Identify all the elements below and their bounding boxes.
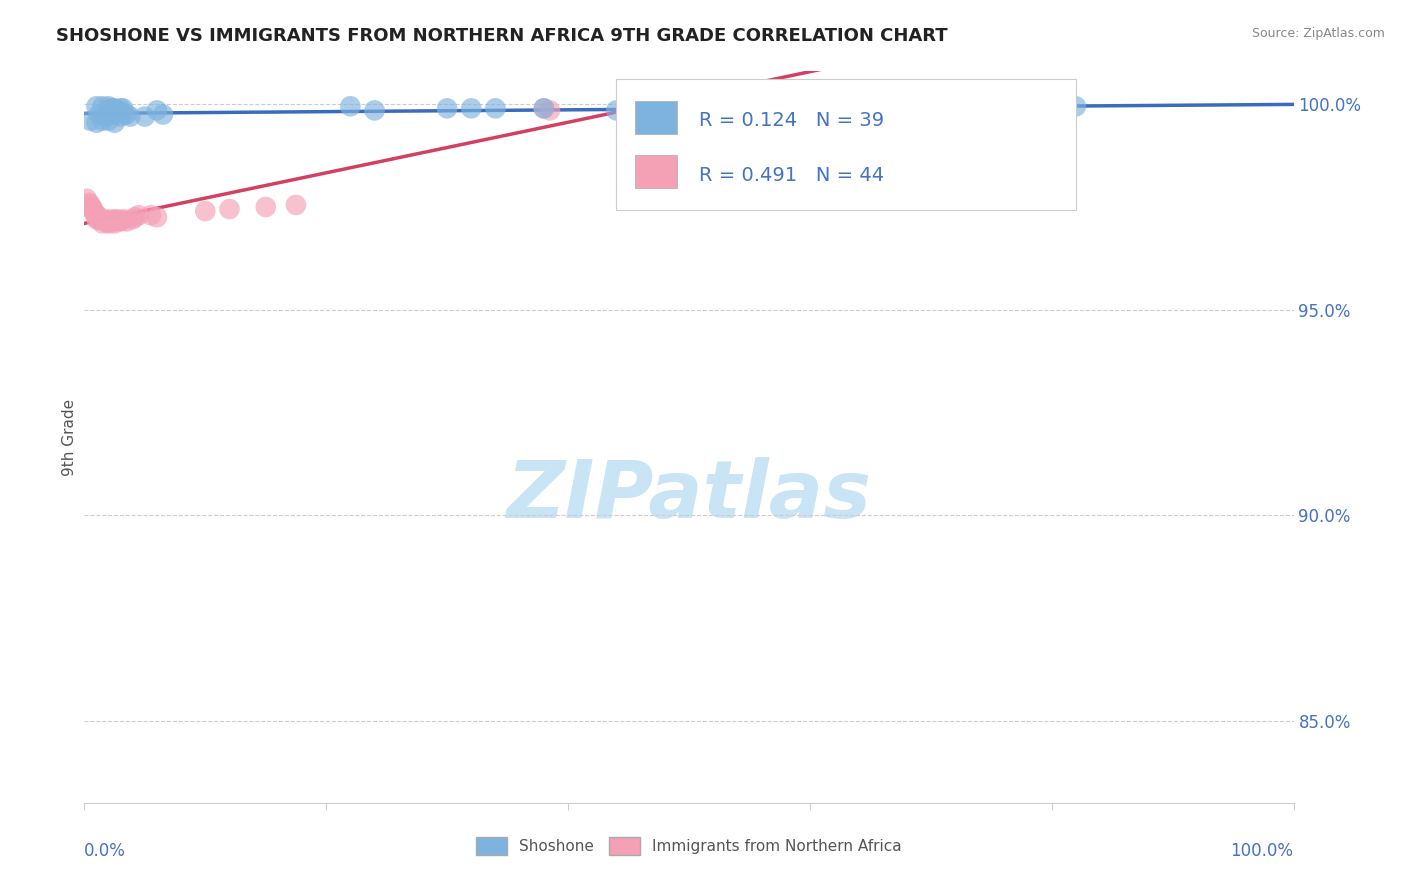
Point <box>146 211 169 225</box>
Point <box>86 209 108 223</box>
Point <box>97 99 120 113</box>
Point <box>86 211 108 225</box>
Point <box>103 105 125 120</box>
Point <box>932 101 955 115</box>
Point <box>339 99 361 113</box>
Point <box>786 103 808 118</box>
Point <box>87 212 110 227</box>
Point <box>460 101 482 115</box>
Point <box>105 103 128 118</box>
Point <box>134 110 156 124</box>
Text: R = 0.124   N = 39: R = 0.124 N = 39 <box>699 111 884 130</box>
Point <box>110 110 132 124</box>
Point <box>533 101 555 115</box>
Point <box>100 101 122 115</box>
Point <box>605 103 627 118</box>
Point <box>623 101 645 115</box>
Point <box>146 103 169 118</box>
Point <box>533 101 555 115</box>
Point <box>124 211 146 225</box>
Point <box>1064 99 1087 113</box>
Point <box>107 213 129 227</box>
Point <box>100 213 122 227</box>
Point <box>104 107 127 121</box>
Point <box>79 198 101 212</box>
Point <box>104 101 127 115</box>
Point <box>484 101 506 115</box>
Point <box>120 110 142 124</box>
Point <box>104 216 127 230</box>
Point <box>82 204 104 219</box>
Legend: Shoshone, Immigrants from Northern Africa: Shoshone, Immigrants from Northern Afric… <box>470 831 908 861</box>
Text: SHOSHONE VS IMMIGRANTS FROM NORTHERN AFRICA 9TH GRADE CORRELATION CHART: SHOSHONE VS IMMIGRANTS FROM NORTHERN AFR… <box>56 27 948 45</box>
Text: 0.0%: 0.0% <box>84 842 127 860</box>
Point <box>112 212 135 227</box>
Point <box>823 103 845 118</box>
Point <box>96 216 118 230</box>
Point <box>94 110 117 124</box>
Point <box>538 103 561 118</box>
Point <box>104 214 127 228</box>
FancyBboxPatch shape <box>634 101 676 134</box>
Point <box>89 213 111 227</box>
Point <box>87 107 110 121</box>
Point <box>104 116 127 130</box>
Point <box>110 214 132 228</box>
Point <box>87 211 110 225</box>
Point <box>128 208 150 222</box>
Point <box>254 200 277 214</box>
Point <box>152 107 174 121</box>
Point <box>94 212 117 227</box>
Text: R = 0.491   N = 44: R = 0.491 N = 44 <box>699 166 884 185</box>
Point <box>91 113 114 128</box>
FancyBboxPatch shape <box>634 155 676 188</box>
Point <box>101 212 124 227</box>
Point <box>84 206 107 220</box>
Point <box>83 205 105 219</box>
Point <box>284 198 308 212</box>
Point <box>110 101 132 115</box>
Text: ZIPatlas: ZIPatlas <box>506 457 872 534</box>
Point <box>103 214 125 228</box>
Text: 100.0%: 100.0% <box>1230 842 1294 860</box>
Point <box>121 212 143 227</box>
Point <box>80 200 103 214</box>
Point <box>363 103 385 118</box>
Y-axis label: 9th Grade: 9th Grade <box>62 399 77 475</box>
Point <box>107 103 129 118</box>
Point <box>86 116 108 130</box>
FancyBboxPatch shape <box>616 78 1076 211</box>
Point <box>139 208 162 222</box>
Point <box>97 216 120 230</box>
Point <box>93 213 115 227</box>
Point <box>112 107 135 121</box>
Point <box>86 99 108 113</box>
Point <box>86 212 108 227</box>
Point <box>115 214 138 228</box>
Point <box>77 195 100 210</box>
Point <box>111 213 134 227</box>
Text: Source: ZipAtlas.com: Source: ZipAtlas.com <box>1251 27 1385 40</box>
Point <box>91 99 114 113</box>
Point <box>112 101 135 115</box>
Point <box>194 204 217 219</box>
Point <box>79 113 101 128</box>
Point <box>98 107 121 121</box>
Point <box>105 212 128 227</box>
Point <box>82 202 104 216</box>
Point <box>98 214 121 228</box>
Point <box>97 113 120 128</box>
Point <box>91 216 114 230</box>
Point <box>115 107 138 121</box>
Point <box>94 214 117 228</box>
Point <box>101 101 124 115</box>
Point <box>86 208 108 222</box>
Point <box>436 101 458 115</box>
Point <box>76 192 98 206</box>
Point <box>218 202 240 216</box>
